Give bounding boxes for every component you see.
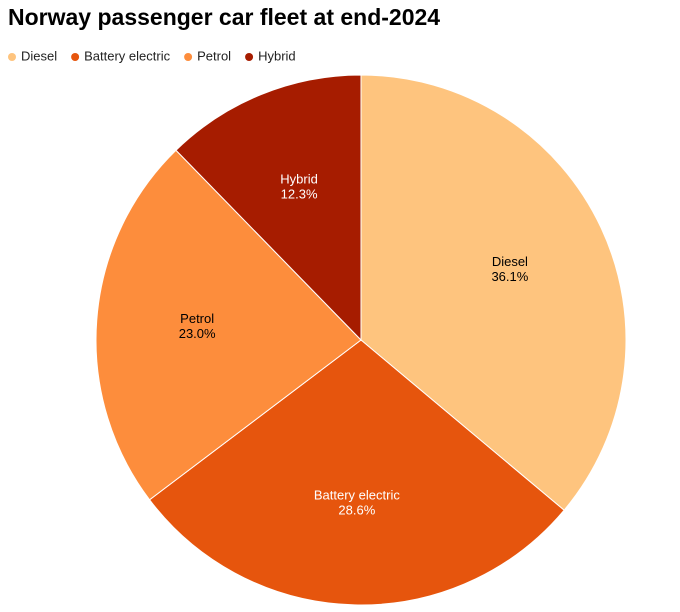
legend-marker (245, 53, 254, 61)
slice-value: 28.6% (338, 503, 375, 518)
legend-marker (8, 53, 16, 61)
slice-label: Diesel (492, 254, 528, 269)
slice-value: 12.3% (281, 186, 318, 201)
legend-marker (71, 53, 80, 61)
legend-label: Hybrid (258, 48, 296, 63)
slice-label: Petrol (180, 311, 214, 326)
slice-value: 23.0% (179, 326, 216, 341)
slice-label: Battery electric (314, 488, 400, 503)
pie-slice (360, 74, 627, 511)
pie-slice (95, 149, 362, 501)
legend-label: Battery electric (84, 48, 170, 63)
legend-label: Diesel (21, 48, 57, 63)
slice-label: Hybrid (280, 171, 318, 186)
legend-label: Petrol (197, 48, 231, 63)
pie-slice (148, 339, 565, 606)
legend-marker (184, 53, 193, 61)
chart-title: Norway passenger car fleet at end-2024 (8, 4, 440, 30)
slice-value: 36.1% (491, 269, 528, 284)
pie-slice (175, 74, 362, 342)
